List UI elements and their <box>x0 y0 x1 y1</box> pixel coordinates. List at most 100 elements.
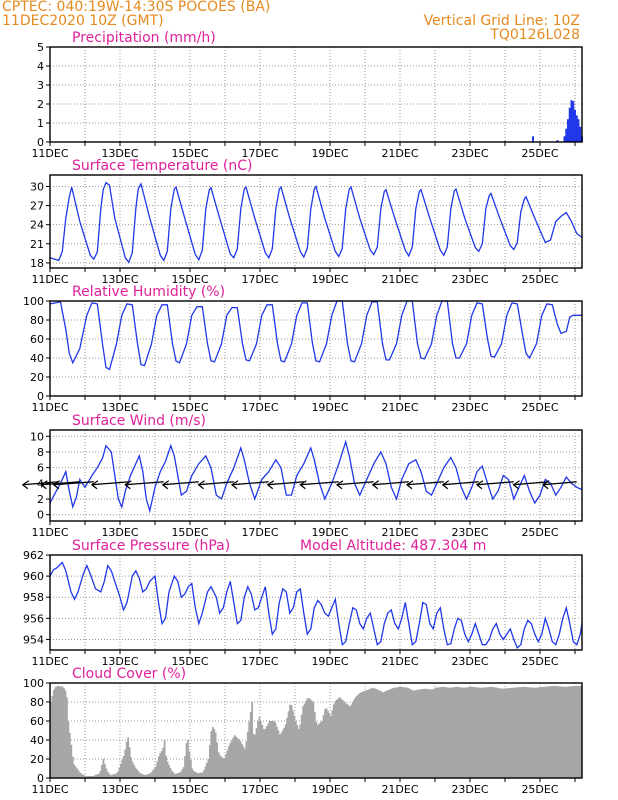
wind-arrow <box>513 481 549 486</box>
cloud-bar <box>528 687 531 778</box>
cloud-bar <box>141 774 144 778</box>
x-tick-label: 21DEC <box>381 526 418 539</box>
x-tick-label: 21DEC <box>381 273 418 286</box>
cloud-bar <box>484 687 487 778</box>
cloud-bar <box>455 686 458 778</box>
cloud-bar <box>519 687 522 778</box>
cloud-bar <box>551 686 554 778</box>
cloud-bar <box>452 687 455 778</box>
x-tick-label: 15DEC <box>171 783 208 796</box>
precip-bar <box>574 109 576 142</box>
cloud-bar <box>486 687 488 778</box>
cloud-bar <box>569 686 571 778</box>
cloud-bar <box>385 690 388 778</box>
wind-arrow-head <box>21 480 30 490</box>
cloud-bar <box>411 690 414 778</box>
x-tick-label: 11DEC <box>31 526 68 539</box>
cloud-bar <box>106 771 109 778</box>
cloud-bar <box>278 734 281 778</box>
cloud-bar <box>439 687 442 778</box>
cloud-bar <box>214 732 217 778</box>
cloud-bar <box>267 723 270 778</box>
cloud-bar <box>407 687 410 778</box>
x-tick-label: 11DEC <box>31 147 68 160</box>
wind-arrow-head <box>197 480 205 490</box>
cloud-bar <box>548 686 551 778</box>
x-tick-label: 15DEC <box>171 655 208 668</box>
cloud-bar <box>381 691 383 778</box>
cloud-bar <box>136 769 138 778</box>
y-tick-label: 100 <box>23 677 44 690</box>
cloud-bar <box>112 774 115 778</box>
cloud-bar <box>436 687 439 778</box>
cloud-bar <box>564 686 567 778</box>
cloud-bar <box>152 770 154 778</box>
cloud-bar <box>353 699 356 778</box>
y-tick-label: 3 <box>37 79 44 92</box>
cloud-bar <box>220 756 223 778</box>
cloud-bar <box>405 687 408 778</box>
cloud-bar <box>251 702 254 778</box>
panel-title: Precipitation (mm/h) <box>72 30 216 46</box>
x-tick-label: 11DEC <box>31 273 68 286</box>
cloud-bar <box>283 727 286 778</box>
y-tick-label: 0 <box>37 772 44 785</box>
cloud-bar <box>446 687 449 778</box>
cloud-bar <box>414 690 417 778</box>
cloud-bar <box>172 772 175 778</box>
cloud-bar <box>179 771 182 778</box>
cloud-bar <box>223 758 226 778</box>
cloud-bar <box>130 757 132 778</box>
cloud-bar <box>318 723 321 778</box>
cloud-bar <box>295 721 297 778</box>
cloud-bar <box>173 773 176 778</box>
y-tick-label: 954 <box>23 633 44 646</box>
series-line <box>49 561 583 650</box>
panel-title: Surface Wind (m/s) <box>72 413 206 429</box>
y-tick-label: 20 <box>30 371 44 384</box>
x-tick-label: 19DEC <box>311 655 348 668</box>
cloud-bar <box>544 686 547 778</box>
panel-title: Surface Pressure (hPa) <box>72 538 230 554</box>
x-tick-label: 13DEC <box>101 526 138 539</box>
series-line <box>49 300 582 371</box>
cloud-bar <box>102 759 105 778</box>
cloud-bar <box>357 694 360 778</box>
cloud-bar <box>400 686 402 778</box>
cloud-bar <box>67 721 70 778</box>
cloud-bar <box>537 687 539 778</box>
cloud-bar <box>52 690 55 778</box>
cloud-bar <box>264 728 267 778</box>
cloud-bar <box>68 732 71 778</box>
cloud-bar <box>208 745 211 778</box>
precip-bar <box>565 128 568 142</box>
panel-0: 0 1 2 3 4 5 11DEC 13DEC 15DEC 17DEC 19DEC 21DEC 23DE… <box>31 30 583 160</box>
cloud-bar <box>379 690 382 778</box>
cloud-bar <box>63 688 65 778</box>
cloud-bar <box>515 687 517 778</box>
cloud-bar <box>451 687 453 778</box>
y-tick-label: 0 <box>37 509 44 522</box>
cloud-bar <box>474 687 477 778</box>
cloud-bar <box>362 691 364 778</box>
cloud-bar <box>230 740 233 778</box>
cloud-bar <box>287 711 290 778</box>
y-tick-label: 60 <box>30 715 44 728</box>
cloud-bar <box>557 686 560 778</box>
y-tick-label: 8 <box>37 446 44 459</box>
cloud-bar <box>204 766 207 778</box>
panel-frame <box>49 46 583 143</box>
precip-bar <box>577 119 580 142</box>
cloud-bar <box>235 736 237 778</box>
cloud-bar <box>258 717 261 778</box>
cloud-bar <box>140 773 143 778</box>
cloud-bar <box>496 687 499 778</box>
precip-bar <box>568 107 571 142</box>
cloud-bar <box>105 768 108 778</box>
header-grid-note: Vertical Grid Line: 10Z <box>423 13 580 29</box>
cloud-bar <box>232 737 235 778</box>
x-tick-label: 17DEC <box>241 401 278 414</box>
cloud-bar <box>274 722 277 778</box>
x-tick-label: 21DEC <box>381 655 418 668</box>
cloud-bar <box>114 773 116 778</box>
